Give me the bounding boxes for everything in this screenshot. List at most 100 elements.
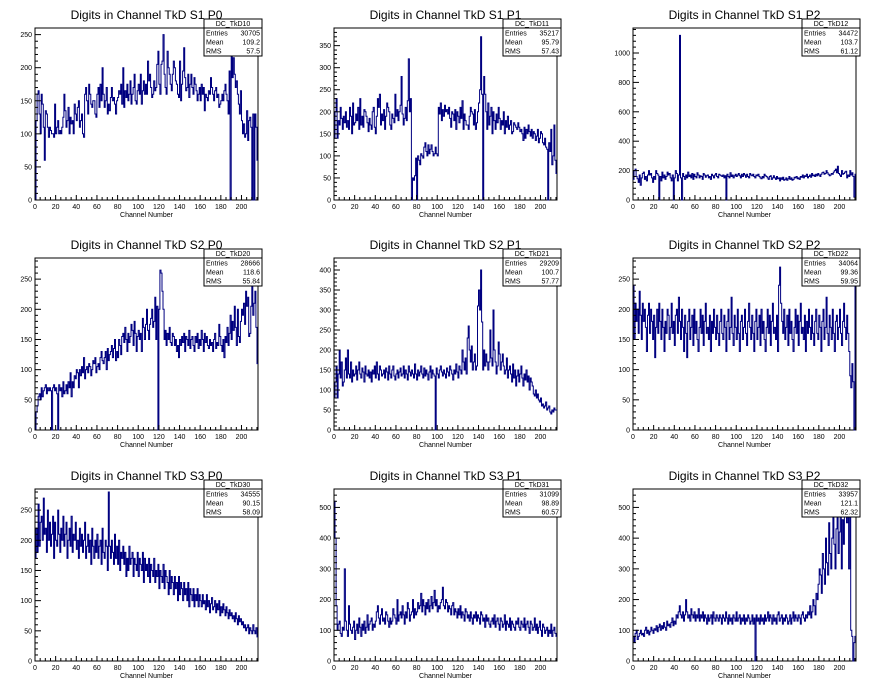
x-tick-label: 20 (650, 434, 658, 441)
stats-rms-label: RMS (206, 279, 222, 286)
stats-rms-label: RMS (804, 510, 820, 517)
stats-entries-value: 31099 (540, 492, 560, 499)
x-axis-label: Channel Number (419, 673, 473, 680)
x-axis-label: Channel Number (120, 212, 174, 219)
x-tick-label: 80 (712, 204, 720, 211)
x-tick-label: 40 (371, 665, 379, 672)
stats-name: DC_TkD21 (515, 251, 550, 258)
stats-mean-value: 98.89 (541, 501, 559, 508)
x-tick-label: 180 (813, 434, 825, 441)
histogram-line (35, 34, 258, 201)
y-tick-label: 350 (319, 43, 331, 50)
stats-rms-value: 60.57 (541, 510, 559, 517)
x-tick-label: 20 (351, 434, 359, 441)
x-tick-label: 140 (174, 204, 186, 211)
y-tick-label: 250 (319, 87, 331, 94)
stats-entries-label: Entries (505, 261, 527, 268)
x-tick-label: 180 (813, 204, 825, 211)
y-tick-label: 100 (319, 388, 331, 395)
x-tick-label: 0 (332, 665, 336, 672)
y-tick-label: 200 (20, 65, 32, 72)
y-tick-label: 0 (626, 198, 630, 205)
panel-title: Digits in Channel TkD S2 P2 (669, 238, 821, 252)
histogram-line (334, 36, 557, 201)
x-tick-label: 40 (72, 204, 80, 211)
y-tick-label: 250 (20, 32, 32, 39)
x-tick-label: 20 (351, 204, 359, 211)
y-tick-label: 200 (618, 168, 630, 175)
stats-mean-value: 99.36 (840, 270, 858, 277)
stats-rms-label: RMS (206, 510, 222, 517)
stats-entries-value: 34555 (241, 492, 261, 499)
x-tick-label: 60 (691, 204, 699, 211)
stats-rms-value: 57.5 (246, 49, 260, 56)
x-tick-label: 120 (153, 434, 165, 441)
histogram-line (334, 500, 557, 640)
stats-mean-label: Mean (804, 270, 822, 277)
plot-frame (34, 488, 259, 662)
x-tick-label: 80 (114, 434, 122, 441)
y-tick-label: 400 (618, 536, 630, 543)
y-tick-label: 300 (618, 566, 630, 573)
panel-title: Digits in Channel TkD S2 P0 (71, 238, 223, 252)
stats-rms-label: RMS (804, 279, 820, 286)
x-tick-label: 20 (351, 665, 359, 672)
y-tick-label: 100 (20, 131, 32, 138)
y-tick-label: 400 (319, 268, 331, 275)
y-tick-label: 250 (618, 277, 630, 284)
y-tick-label: 300 (319, 308, 331, 315)
plot-frame (632, 27, 857, 201)
histogram-line (633, 266, 856, 431)
x-tick-label: 40 (670, 204, 678, 211)
stats-mean-value: 118.6 (243, 270, 260, 277)
x-tick-label: 160 (792, 204, 804, 211)
panel-title: Digits in Channel TkD S2 P1 (370, 238, 522, 252)
y-tick-label: 150 (319, 368, 331, 375)
plot-frame (632, 257, 857, 431)
x-tick-label: 0 (631, 434, 635, 441)
stats-mean-value: 121.1 (840, 501, 858, 508)
y-tick-label: 100 (618, 367, 630, 374)
x-axis-label: Channel Number (120, 673, 174, 680)
x-tick-label: 120 (751, 665, 763, 672)
histogram-panel: Digits in Channel TkD S3 P0 0 20 40 60 80 100 1… (20, 469, 263, 680)
stats-rms-label: RMS (206, 49, 222, 56)
x-tick-label: 180 (514, 665, 526, 672)
stats-rms-value: 57.43 (541, 49, 559, 56)
stats-name: DC_TkD10 (216, 21, 251, 28)
stats-rms-value: 62.32 (840, 510, 858, 517)
x-tick-label: 60 (392, 434, 400, 441)
stats-mean-label: Mean (804, 501, 822, 508)
x-tick-label: 20 (52, 204, 60, 211)
stats-mean-label: Mean (804, 40, 822, 47)
histogram-line (633, 34, 856, 201)
y-tick-label: 200 (618, 597, 630, 604)
x-tick-label: 200 (236, 434, 248, 441)
x-tick-label: 200 (535, 665, 547, 672)
y-tick-label: 800 (618, 80, 630, 87)
y-tick-label: 250 (20, 277, 32, 284)
stats-name: DC_TkD20 (216, 251, 251, 258)
x-tick-label: 140 (473, 434, 485, 441)
stats-box (502, 479, 562, 518)
y-tick-label: 100 (618, 628, 630, 635)
histogram-panel: Digits in Channel TkD S1 P0 0 20 40 60 80 100 1… (20, 8, 263, 219)
x-tick-label: 200 (535, 204, 547, 211)
x-tick-label: 160 (493, 434, 505, 441)
x-tick-label: 60 (93, 665, 101, 672)
x-tick-label: 140 (174, 665, 186, 672)
x-axis-label: Channel Number (718, 673, 772, 680)
stats-mean-value: 103.7 (840, 40, 858, 47)
x-tick-label: 160 (194, 204, 206, 211)
stats-mean-label: Mean (206, 40, 224, 47)
x-tick-label: 140 (772, 665, 784, 672)
x-tick-label: 0 (332, 434, 336, 441)
stats-mean-value: 90.15 (242, 501, 260, 508)
x-tick-label: 200 (236, 665, 248, 672)
stats-mean-label: Mean (206, 270, 224, 277)
stats-entries-value: 33957 (839, 492, 859, 499)
y-tick-label: 600 (618, 109, 630, 116)
y-tick-label: 0 (626, 428, 630, 435)
x-axis-label: Channel Number (419, 442, 473, 449)
histogram-line (633, 500, 856, 662)
